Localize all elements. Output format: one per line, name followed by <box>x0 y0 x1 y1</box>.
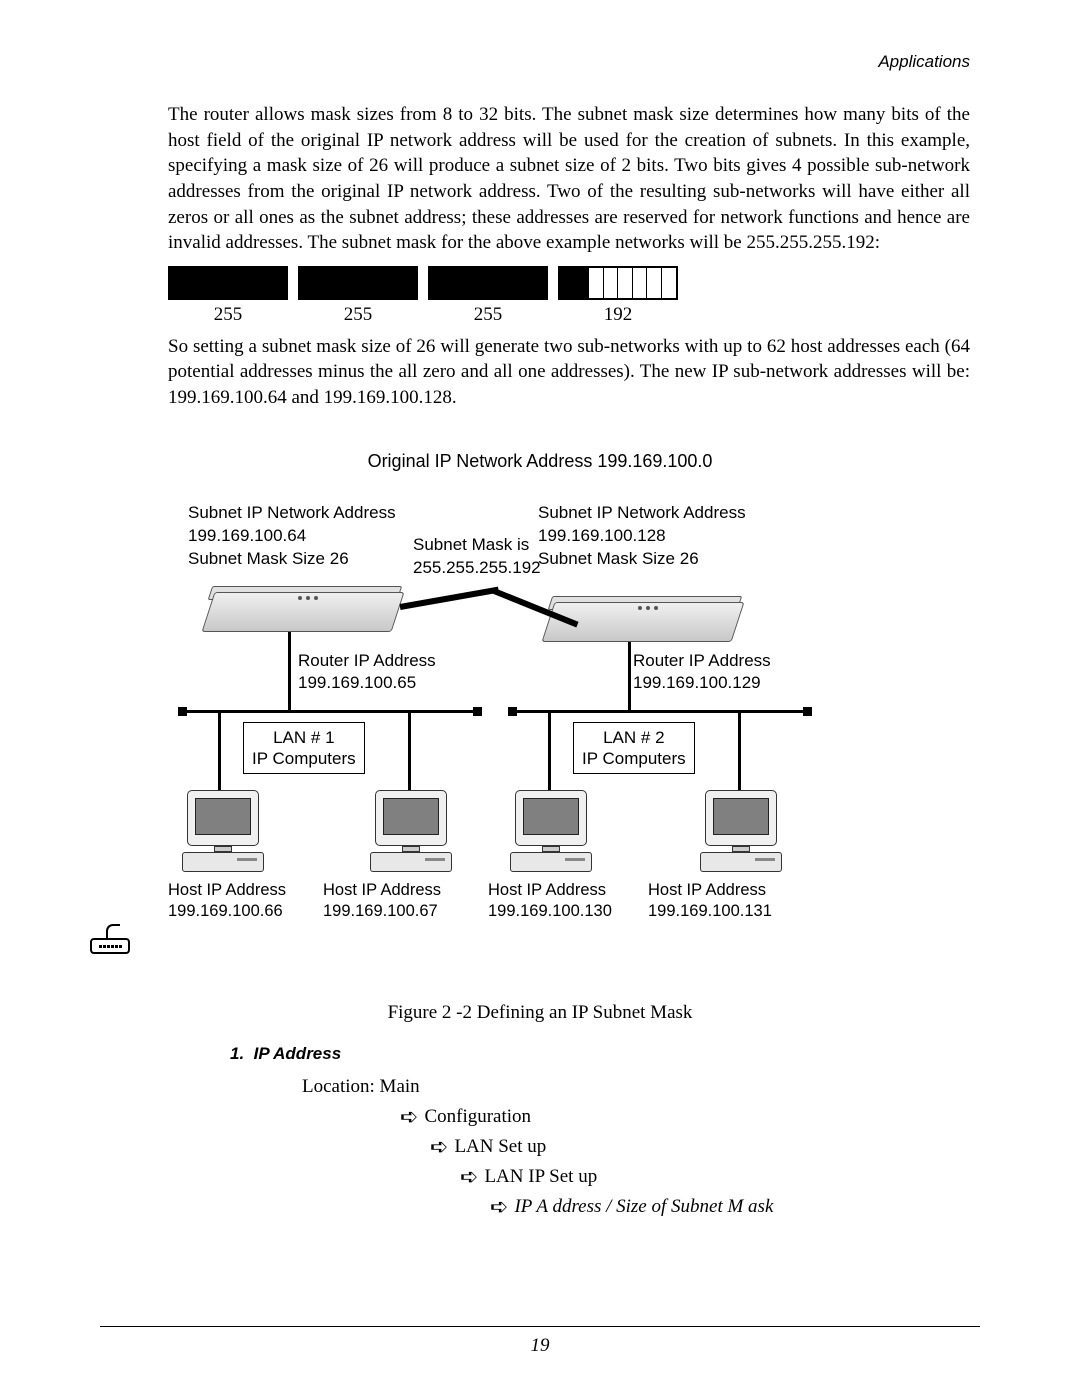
pc-2 <box>366 790 456 872</box>
host-label-4: Host IP Address199.169.100.131 <box>648 880 788 923</box>
lan-box-left: LAN # 1 IP Computers <box>243 722 365 775</box>
host-label-1: Host IP Address199.169.100.66 <box>168 880 308 923</box>
paragraph-1: The router allows mask sizes from 8 to 3… <box>168 102 970 256</box>
nav-l4: IP A ddress / Size of Subnet M ask <box>514 1196 773 1218</box>
octet-3: 255 <box>428 266 548 326</box>
figure-title: Original IP Network Address 199.169.100.… <box>100 451 980 472</box>
keyboard-icon <box>90 924 130 954</box>
bus-left <box>178 710 478 713</box>
footer-rule <box>100 1326 980 1327</box>
figure-caption: Figure 2 -2 Defining an IP Subnet Mask <box>100 1002 980 1024</box>
octet-label-4: 192 <box>604 304 633 326</box>
pc-4 <box>696 790 786 872</box>
subnet-right-head: Subnet IP Network Address 199.169.100.12… <box>538 502 918 571</box>
arrow-icon: ➪ <box>400 1104 418 1130</box>
bus-right <box>508 710 808 713</box>
nav-l3: LAN IP Set up <box>484 1166 597 1188</box>
router-right <box>548 602 748 657</box>
section-heading: 1. IP Address <box>230 1044 980 1064</box>
octet-2: 255 <box>298 266 418 326</box>
subnet-mask-visual: 255 255 255 192 <box>168 266 980 326</box>
mask-note: Subnet Mask is 255.255.255.192 <box>413 534 541 580</box>
router-left <box>208 592 408 647</box>
host-label-3: Host IP Address199.169.100.130 <box>488 880 628 923</box>
paragraph-2: So setting a subnet mask size of 26 will… <box>168 334 970 411</box>
nav-tree: ➪ Configuration ➪ LAN Set up ➪ LAN IP Se… <box>100 1104 980 1220</box>
arrow-icon: ➪ <box>490 1194 508 1220</box>
router-ip-left: Router IP Address 199.169.100.65 <box>298 650 436 694</box>
octet-label-2: 255 <box>344 304 373 326</box>
pc-3 <box>506 790 596 872</box>
octet-label-3: 255 <box>474 304 503 326</box>
host-label-2: Host IP Address199.169.100.67 <box>323 880 463 923</box>
page-number: 19 <box>0 1335 1080 1357</box>
arrow-icon: ➪ <box>460 1164 478 1190</box>
arrow-icon: ➪ <box>430 1134 448 1160</box>
network-diagram: Subnet IP Network Address 199.169.100.64… <box>168 502 940 982</box>
page-header: Applications <box>100 52 980 72</box>
location-line: Location: Main <box>302 1076 980 1098</box>
pc-1 <box>178 790 268 872</box>
router-ip-right: Router IP Address 199.169.100.129 <box>633 650 771 694</box>
nav-l2: LAN Set up <box>454 1136 546 1158</box>
lan-box-right: LAN # 2 IP Computers <box>573 722 695 775</box>
nav-l1: Configuration <box>424 1106 531 1128</box>
octet-label-1: 255 <box>214 304 243 326</box>
octet-1: 255 <box>168 266 288 326</box>
octet-4: 192 <box>558 266 678 326</box>
